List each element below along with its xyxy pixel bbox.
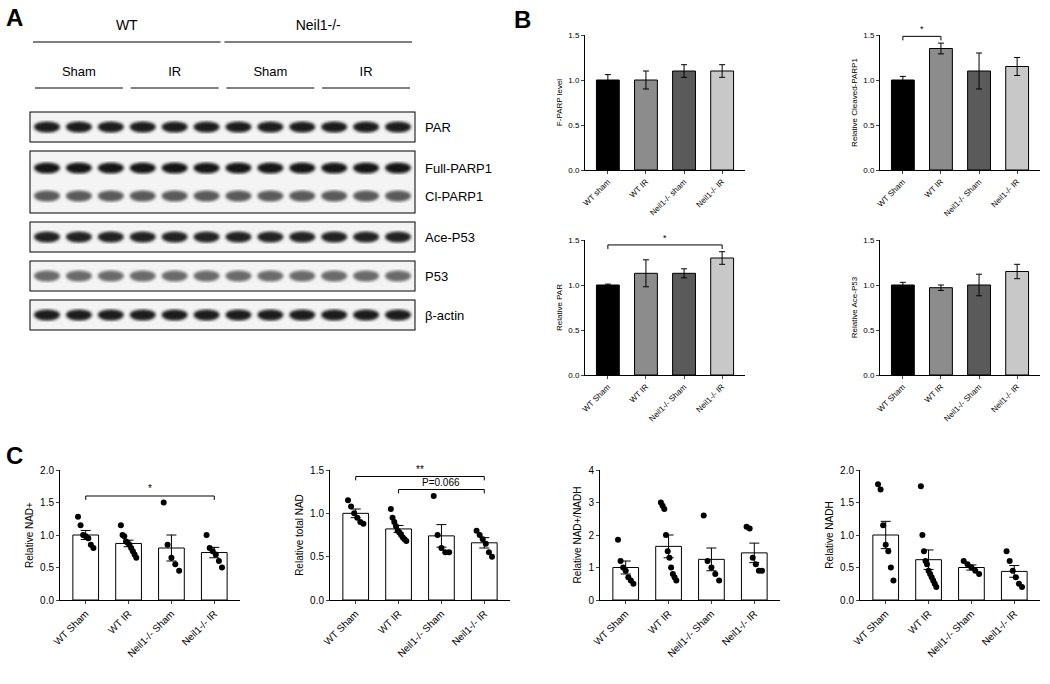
- svg-text:WT IR: WT IR: [376, 608, 404, 636]
- svg-text:Full-PARP1: Full-PARP1: [425, 161, 492, 176]
- svg-text:1.0: 1.0: [40, 530, 54, 541]
- svg-text:Relative Cleaved-PARP1: Relative Cleaved-PARP1: [850, 58, 859, 147]
- svg-text:A: A: [6, 4, 23, 31]
- svg-text:IR: IR: [168, 64, 181, 79]
- svg-text:Neil1-/- sham: Neil1-/- sham: [648, 177, 688, 217]
- svg-text:B: B: [514, 6, 531, 33]
- svg-text:4: 4: [588, 465, 594, 476]
- svg-text:Relative total NAD: Relative total NAD: [294, 494, 305, 576]
- svg-text:Neil1-/- Sham: Neil1-/- Sham: [125, 608, 176, 659]
- svg-text:1.5: 1.5: [840, 497, 854, 508]
- svg-text:Ace-P53: Ace-P53: [425, 230, 475, 245]
- svg-text:Neil1-/- IR: Neil1-/- IR: [980, 608, 1020, 648]
- svg-text:0.5: 0.5: [568, 326, 580, 335]
- svg-text:WT IR: WT IR: [923, 177, 945, 199]
- svg-text:WT Sham: WT Sham: [592, 608, 631, 647]
- svg-text:Neil1-/- Sham: Neil1-/- Sham: [942, 382, 983, 423]
- svg-text:0.5: 0.5: [568, 121, 580, 130]
- svg-text:1.0: 1.0: [840, 530, 854, 541]
- svg-text:0: 0: [588, 595, 594, 606]
- svg-text:*: *: [920, 24, 924, 34]
- svg-text:0.0: 0.0: [840, 595, 854, 606]
- svg-text:C: C: [6, 442, 23, 469]
- svg-text:F-PARP level: F-PARP level: [555, 79, 564, 126]
- svg-text:0.5: 0.5: [310, 551, 324, 562]
- svg-text:*: *: [148, 483, 152, 494]
- svg-text:β-actin: β-actin: [425, 308, 464, 323]
- svg-text:1.0: 1.0: [568, 76, 580, 85]
- svg-text:Sham: Sham: [62, 64, 96, 79]
- svg-text:Sham: Sham: [253, 64, 287, 79]
- svg-text:Relative PAR: Relative PAR: [555, 284, 564, 331]
- svg-text:1.0: 1.0: [863, 281, 875, 290]
- svg-text:Neil1-/- Sham: Neil1-/- Sham: [395, 608, 446, 659]
- svg-text:0.5: 0.5: [40, 562, 54, 573]
- svg-text:P=0.066: P=0.066: [422, 477, 460, 488]
- svg-text:P53: P53: [425, 269, 448, 284]
- svg-text:3: 3: [588, 497, 594, 508]
- svg-text:Relative NAD+/NADH: Relative NAD+/NADH: [572, 487, 583, 584]
- svg-text:WT IR: WT IR: [628, 177, 650, 199]
- svg-text:WT: WT: [116, 17, 138, 33]
- svg-text:WT IR: WT IR: [628, 382, 650, 404]
- svg-text:WT Sham: WT Sham: [581, 382, 613, 414]
- svg-text:Neil1-/- Sham: Neil1-/- Sham: [925, 608, 976, 659]
- svg-text:2.0: 2.0: [40, 465, 54, 476]
- svg-text:1.5: 1.5: [568, 236, 580, 245]
- svg-text:WT Sham: WT Sham: [52, 608, 91, 647]
- svg-text:Neil1-/- IR: Neil1-/- IR: [450, 608, 490, 648]
- svg-text:Neil1-/- IR: Neil1-/- IR: [695, 382, 727, 414]
- svg-text:0.5: 0.5: [840, 562, 854, 573]
- svg-text:0.0: 0.0: [863, 371, 875, 380]
- svg-text:WT Sham: WT Sham: [322, 608, 361, 647]
- svg-text:Neil1-/- IR: Neil1-/- IR: [720, 608, 760, 648]
- svg-text:Neil1-/- IR: Neil1-/- IR: [990, 177, 1022, 209]
- svg-text:1.5: 1.5: [568, 31, 580, 40]
- svg-text:Neil1-/- IR: Neil1-/- IR: [695, 177, 727, 209]
- svg-text:0.0: 0.0: [568, 371, 580, 380]
- svg-text:2: 2: [588, 530, 594, 541]
- svg-text:Relative NAD+: Relative NAD+: [24, 502, 35, 568]
- svg-text:1: 1: [588, 562, 594, 573]
- svg-text:WT Sham: WT Sham: [876, 382, 908, 414]
- svg-text:0.0: 0.0: [310, 595, 324, 606]
- svg-text:Relative Ace-P53: Relative Ace-P53: [850, 276, 859, 338]
- svg-text:Neil1-/- Sham: Neil1-/- Sham: [942, 177, 983, 218]
- svg-text:Relative NADH: Relative NADH: [824, 501, 835, 568]
- svg-text:PAR: PAR: [425, 120, 451, 135]
- svg-text:IR: IR: [360, 64, 373, 79]
- svg-text:0.0: 0.0: [863, 166, 875, 175]
- svg-text:Neil1-/- IR: Neil1-/- IR: [990, 382, 1022, 414]
- svg-text:0.0: 0.0: [40, 595, 54, 606]
- svg-text:WT IR: WT IR: [106, 608, 134, 636]
- svg-text:1.0: 1.0: [863, 76, 875, 85]
- svg-text:1.0: 1.0: [310, 508, 324, 519]
- svg-text:Neil1-/- IR: Neil1-/- IR: [180, 608, 220, 648]
- svg-text:WT Sham: WT Sham: [876, 177, 908, 209]
- svg-text:Neil1-/- Sham: Neil1-/- Sham: [647, 382, 688, 423]
- svg-text:WT IR: WT IR: [906, 608, 934, 636]
- svg-text:WT Sham: WT Sham: [852, 608, 891, 647]
- svg-text:*: *: [663, 233, 667, 243]
- svg-text:1.5: 1.5: [863, 236, 875, 245]
- svg-text:Neil1-/-: Neil1-/-: [296, 17, 341, 33]
- svg-text:Cl-PARP1: Cl-PARP1: [425, 189, 483, 204]
- svg-text:2.0: 2.0: [840, 465, 854, 476]
- svg-text:0.5: 0.5: [863, 121, 875, 130]
- svg-text:1.5: 1.5: [310, 465, 324, 476]
- svg-text:WT sham: WT sham: [582, 177, 613, 208]
- svg-text:Neil1-/- Sham: Neil1-/- Sham: [665, 608, 716, 659]
- svg-text:1.5: 1.5: [40, 497, 54, 508]
- svg-text:0.0: 0.0: [568, 166, 580, 175]
- svg-text:0.5: 0.5: [863, 326, 875, 335]
- svg-text:WT IR: WT IR: [923, 382, 945, 404]
- svg-text:1.5: 1.5: [863, 31, 875, 40]
- svg-text:**: **: [416, 464, 424, 475]
- svg-text:1.0: 1.0: [568, 281, 580, 290]
- svg-text:WT IR: WT IR: [646, 608, 674, 636]
